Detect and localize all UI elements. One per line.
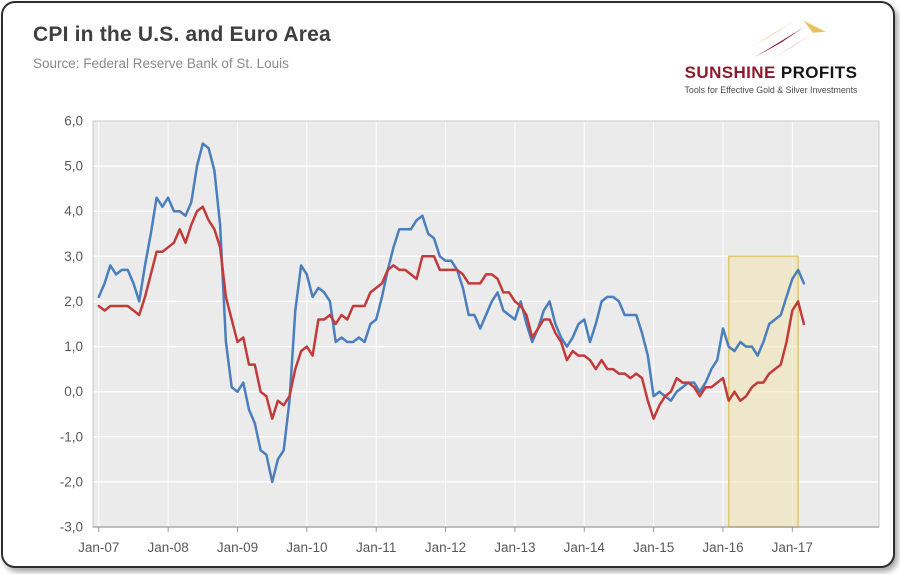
brand-secondary: PROFITS xyxy=(775,63,858,82)
svg-text:5,0: 5,0 xyxy=(64,159,83,174)
svg-text:1,0: 1,0 xyxy=(64,339,83,354)
svg-text:6,0: 6,0 xyxy=(64,114,83,129)
svg-text:4,0: 4,0 xyxy=(64,204,83,219)
svg-text:0,0: 0,0 xyxy=(64,384,83,399)
svg-text:Jan-17: Jan-17 xyxy=(772,540,813,555)
svg-text:Jan-09: Jan-09 xyxy=(217,540,258,555)
svg-text:Jan-12: Jan-12 xyxy=(425,540,466,555)
svg-text:Jan-07: Jan-07 xyxy=(78,540,119,555)
arrows-icon xyxy=(749,20,826,61)
svg-text:3,0: 3,0 xyxy=(64,249,83,264)
title-block: CPI in the U.S. and Euro Area Source: Fe… xyxy=(33,19,331,71)
svg-text:-3,0: -3,0 xyxy=(60,520,83,535)
svg-text:Jan-15: Jan-15 xyxy=(633,540,674,555)
svg-text:Jan-16: Jan-16 xyxy=(702,540,743,555)
brand-name: SUNSHINE PROFITS xyxy=(685,63,858,83)
brand-tagline: Tools for Effective Gold & Silver Invest… xyxy=(684,85,858,95)
svg-text:2,0: 2,0 xyxy=(64,294,83,309)
svg-text:Jan-08: Jan-08 xyxy=(147,540,188,555)
svg-text:Jan-13: Jan-13 xyxy=(494,540,535,555)
sunshine-profits-logo: SUNSHINE PROFITS Tools for Effective Gol… xyxy=(671,19,871,95)
svg-text:-2,0: -2,0 xyxy=(60,474,83,489)
cpi-line-chart: 6,0 5,0 4,0 3,0 2,0 1,0 0,0 -1,0 -2,0 -3,0 Jan-07 J… xyxy=(60,114,880,555)
source-caption: Source: Federal Reserve Bank of St. Loui… xyxy=(33,56,289,71)
brand-primary: SUNSHINE xyxy=(684,63,776,82)
chart-area: 6,0 5,0 4,0 3,0 2,0 1,0 0,0 -1,0 -2,0 -3,0 Jan-07 J… xyxy=(3,107,893,566)
page-title: CPI in the U.S. and Euro Area xyxy=(33,23,331,46)
svg-text:Jan-10: Jan-10 xyxy=(286,540,327,555)
svg-text:Jan-14: Jan-14 xyxy=(564,540,606,555)
svg-text:-1,0: -1,0 xyxy=(60,429,83,444)
svg-text:Jan-11: Jan-11 xyxy=(356,540,396,555)
header: CPI in the U.S. and Euro Area Source: Fe… xyxy=(3,3,893,107)
